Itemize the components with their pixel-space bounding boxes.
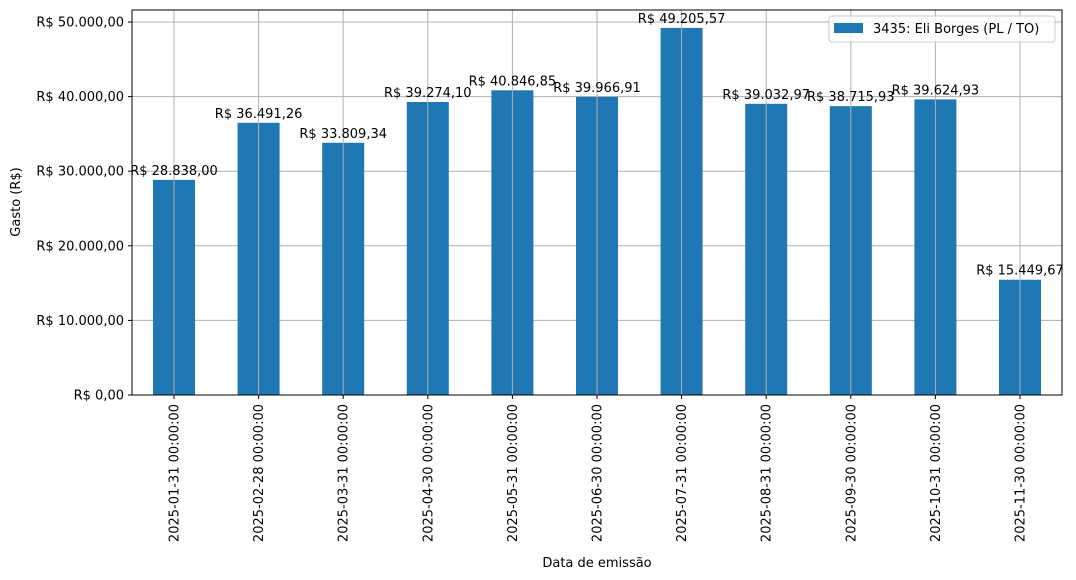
bar-value-label: R$ 15.449,67 [976,264,1064,279]
legend-label: 3435: Eli Borges (PL / TO) [873,22,1039,37]
x-tick-label: 2025-06-30 00:00:00 [591,404,606,542]
bar-value-labels: R$ 28.838,00 R$ 36.491,26 R$ 33.809,34 R$ 3… [130,12,1064,279]
bar-value-label: R$ 36.491,26 [215,107,303,122]
x-tick-label: 2025-05-31 00:00:00 [506,404,521,542]
x-tick-label: 2025-01-31 00:00:00 [168,404,183,542]
bar-series [153,10,1041,396]
bar-value-label: R$ 39.032,97 [722,88,810,103]
x-tick-label: 2025-04-30 00:00:00 [421,404,436,542]
y-tick-label: R$ 40.000,00 [36,90,124,105]
y-tick-label: R$ 0,00 [74,389,124,404]
x-tick-label: 2025-09-30 00:00:00 [844,404,859,542]
bar-value-label: R$ 39.966,91 [553,81,641,96]
bar-value-label: R$ 49.205,57 [638,12,726,27]
bar-value-label: R$ 38.715,93 [807,90,895,105]
y-tick-label: R$ 10.000,00 [36,314,124,329]
bar-value-label: R$ 39.624,93 [892,83,980,98]
x-tick-label: 2025-07-31 00:00:00 [675,404,690,542]
y-axis: R$ 0,00 R$ 10.000,00 R$ 20.000,00 R$ 30.000… [36,16,132,404]
y-axis-label: Gasto (R$) [9,167,24,236]
y-tick-label: R$ 20.000,00 [36,239,124,254]
bar-value-label: R$ 39.274,10 [384,86,472,101]
x-tick-label: 2025-11-30 00:00:00 [1014,404,1029,542]
y-tick-label: R$ 30.000,00 [36,165,124,180]
bar-value-label: R$ 33.809,34 [299,127,387,142]
bar-value-label: R$ 28.838,00 [130,164,218,179]
legend-box [828,15,1056,43]
x-tick-label: 2025-08-31 00:00:00 [760,404,775,542]
x-tick-label: 2025-10-31 00:00:00 [929,404,944,542]
legend: 3435: Eli Borges (PL / TO) [828,15,1056,43]
legend-swatch [834,23,863,33]
y-tick-label: R$ 50.000,00 [36,16,124,31]
x-axis-label: Data de emissão [542,556,651,571]
x-axis: 2025-01-31 00:00:00 2025-02-28 00:00:00 20… [168,395,1029,542]
x-tick-label: 2025-02-28 00:00:00 [252,404,267,542]
bar-value-label: R$ 40.846,85 [469,74,557,89]
x-tick-label: 2025-03-31 00:00:00 [337,404,352,542]
